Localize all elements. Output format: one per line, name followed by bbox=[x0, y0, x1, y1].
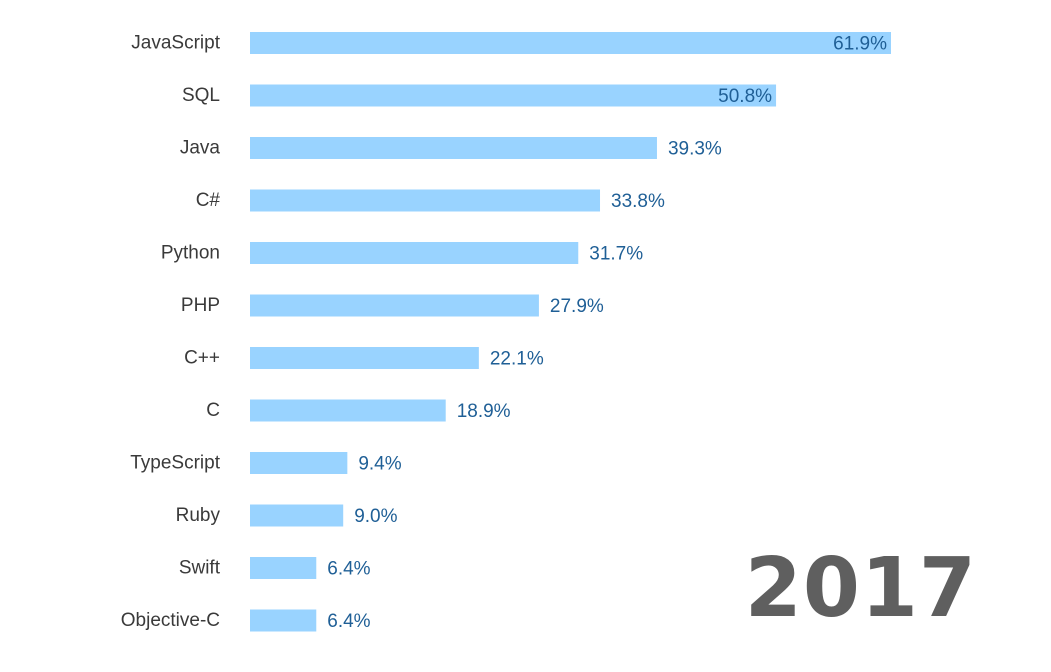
value-label: 9.4% bbox=[358, 454, 401, 475]
bar-row-c-: C# 33.8% bbox=[196, 189, 665, 212]
bar bbox=[250, 452, 348, 474]
bar-row-python: Python 31.7% bbox=[161, 242, 643, 265]
bar bbox=[250, 399, 446, 422]
value-label: 61.9% bbox=[833, 34, 887, 55]
bar bbox=[250, 504, 344, 527]
value-label: 9.0% bbox=[354, 506, 397, 527]
value-label: 33.8% bbox=[611, 191, 665, 212]
category-label: JavaScript bbox=[131, 33, 220, 54]
category-label: Ruby bbox=[176, 505, 221, 526]
bar bbox=[250, 242, 579, 264]
bar bbox=[250, 294, 539, 317]
bar bbox=[250, 609, 317, 632]
bar-row-php: PHP 27.9% bbox=[181, 294, 604, 317]
bar bbox=[250, 557, 317, 579]
bar bbox=[250, 32, 891, 54]
category-label: C++ bbox=[184, 348, 220, 369]
bar-row-c-: C++ 22.1% bbox=[184, 347, 544, 370]
year-watermark: 2017 bbox=[744, 541, 977, 636]
category-label: TypeScript bbox=[130, 453, 220, 474]
bar-row-ruby: Ruby 9.0% bbox=[176, 504, 398, 527]
value-label: 31.7% bbox=[589, 244, 643, 265]
category-label: Objective-C bbox=[121, 610, 220, 631]
bar-row-java: Java 39.3% bbox=[180, 137, 722, 160]
bar-row-objective-c: Objective-C 6.4% bbox=[121, 609, 371, 632]
value-label: 18.9% bbox=[457, 401, 511, 422]
category-label: C bbox=[206, 400, 220, 421]
category-label: SQL bbox=[182, 85, 220, 106]
bar-row-typescript: TypeScript 9.4% bbox=[130, 452, 402, 475]
bar-row-sql: SQL 50.8% bbox=[182, 84, 777, 107]
value-label: 39.3% bbox=[668, 139, 722, 160]
category-label: PHP bbox=[181, 295, 220, 316]
bar bbox=[250, 84, 777, 107]
bar bbox=[250, 189, 601, 212]
value-label: 27.9% bbox=[550, 296, 604, 317]
bar bbox=[250, 347, 479, 369]
bar-row-c: C 18.9% bbox=[206, 399, 511, 422]
bar-row-javascript: JavaScript 61.9% bbox=[131, 32, 891, 55]
category-label: Swift bbox=[179, 558, 221, 579]
category-label: Python bbox=[161, 243, 220, 264]
value-label: 22.1% bbox=[490, 349, 544, 370]
value-label: 6.4% bbox=[327, 611, 370, 632]
value-label: 50.8% bbox=[718, 86, 772, 107]
category-label: C# bbox=[196, 190, 221, 211]
bar-row-swift: Swift 6.4% bbox=[179, 557, 371, 580]
bar bbox=[250, 137, 657, 159]
value-label: 6.4% bbox=[327, 559, 370, 580]
category-label: Java bbox=[180, 138, 221, 159]
